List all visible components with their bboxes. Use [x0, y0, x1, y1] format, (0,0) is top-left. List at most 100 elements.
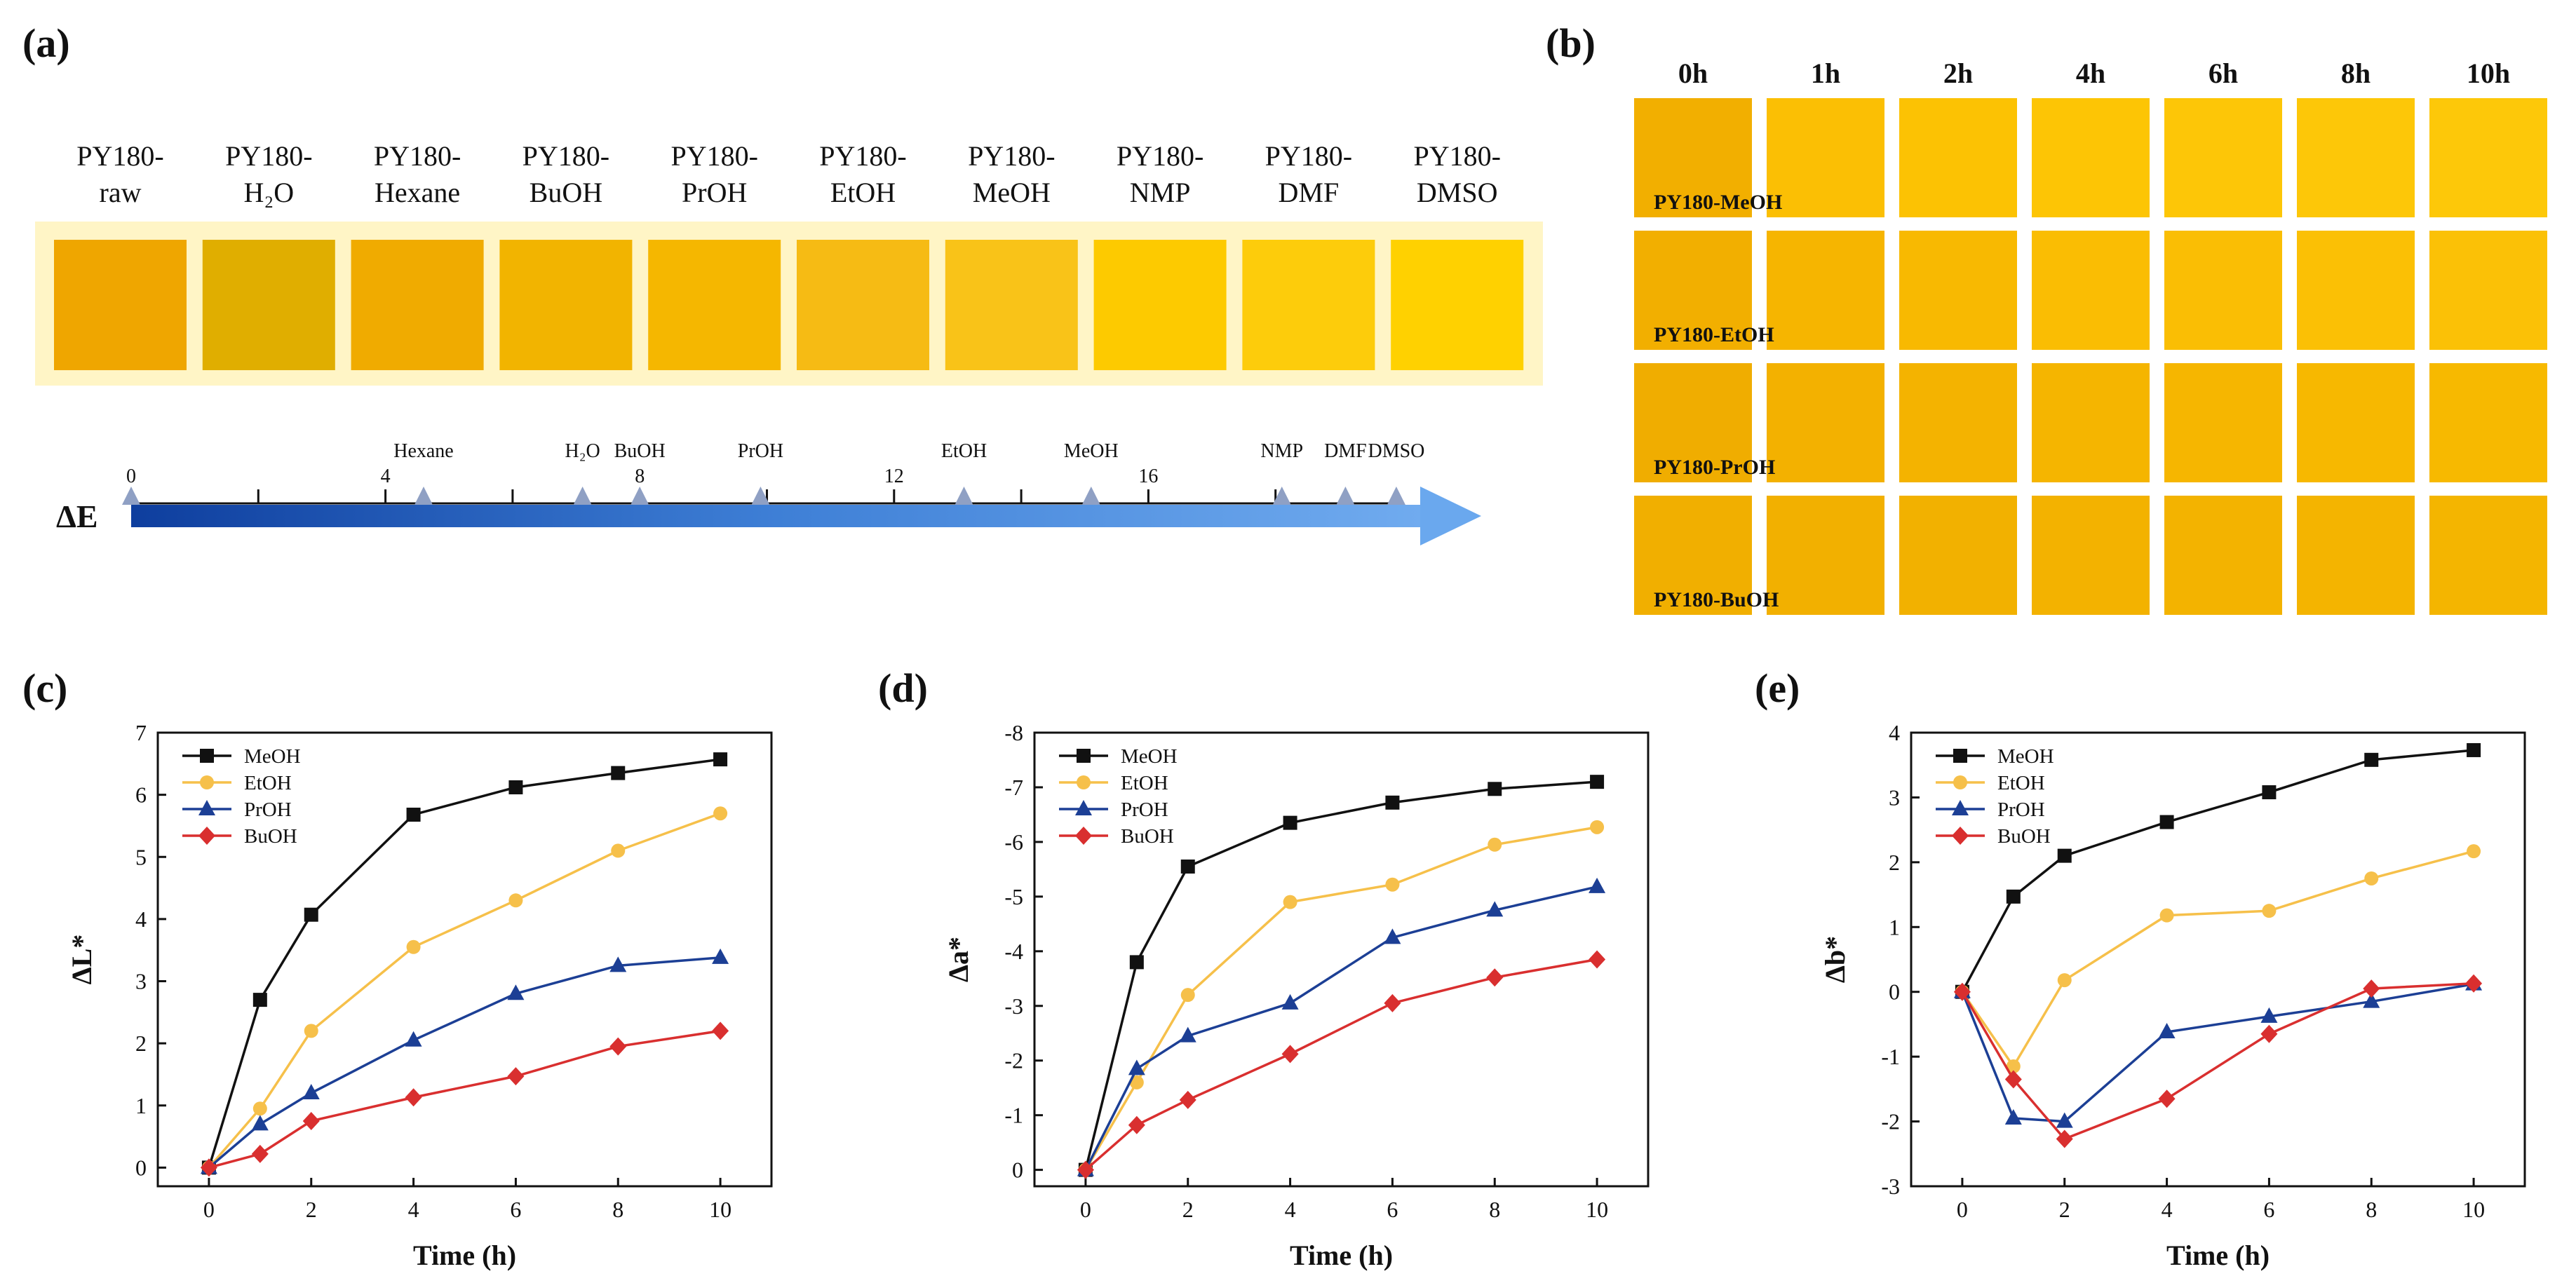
data-point — [1075, 827, 1092, 845]
data-point — [2260, 1024, 2278, 1043]
delta-e-marker-label: BuOH — [614, 440, 666, 462]
x-axis-label: Time (h) — [413, 1240, 516, 1271]
data-point — [2363, 992, 2380, 1008]
data-point — [609, 1037, 627, 1056]
data-point — [1589, 877, 1606, 893]
data-point — [2467, 844, 2481, 859]
data-point — [1281, 993, 1299, 1010]
data-point — [198, 827, 215, 845]
series-buoh — [200, 1021, 729, 1177]
sample-swatch — [1093, 240, 1227, 370]
data-point — [2465, 974, 2483, 993]
data-point — [2262, 904, 2277, 918]
sample-swatch — [351, 240, 484, 370]
data-point — [1486, 968, 1504, 987]
x-tick-label: 6 — [1387, 1197, 1398, 1222]
delta-e-tick-label: 4 — [381, 466, 391, 487]
delta-e-marker-label: MeOH — [1064, 440, 1119, 462]
sample-label-prefix: PY180- — [374, 140, 461, 172]
panel-a-figure: PY180- raw PY180- H₂O PY180- Hexane PY180- BuOH… — [35, 140, 1543, 545]
x-tick-label: 10 — [1586, 1197, 1608, 1222]
x-axis-label: Time (h) — [1290, 1240, 1393, 1271]
data-point — [1128, 1059, 1145, 1075]
legend-label: BuOH — [1121, 825, 1174, 848]
sample-label-prefix: PY180- — [1413, 140, 1500, 172]
data-point — [1077, 749, 1091, 763]
y-tick-label: 0 — [1012, 1158, 1023, 1183]
legend-label: EtOH — [244, 772, 292, 794]
sample-label-solvent: BuOH — [530, 177, 602, 208]
color-cell — [1899, 496, 2017, 615]
y-tick-label: -1 — [1004, 1103, 1023, 1128]
data-point — [611, 766, 626, 780]
panel-d-label: (d) — [878, 665, 928, 711]
data-point — [1129, 1075, 1144, 1089]
panel-b-label: (b) — [1546, 20, 1596, 66]
y-axis-label: Δb* — [1819, 936, 1851, 983]
series-line — [1961, 982, 2474, 1123]
y-tick-label: -2 — [1004, 1048, 1023, 1073]
data-point — [1590, 775, 1605, 789]
x-tick-label: 0 — [203, 1197, 215, 1222]
series-line — [1961, 850, 2474, 1069]
panel-b-figure: 0h 1h 2h 4h 6h 8h 10h PY180-MeOH PY180-EtOH PY180… — [1634, 57, 2547, 615]
data-point — [508, 893, 523, 908]
color-cell — [2297, 496, 2415, 615]
data-point — [1075, 800, 1092, 815]
data-point — [713, 752, 728, 767]
time-header: 4h — [2076, 57, 2105, 89]
legend-label: MeOH — [1121, 745, 1178, 768]
time-header: 1h — [1811, 57, 1840, 89]
x-axis-label: Time (h) — [2166, 1240, 2270, 1271]
data-point — [198, 800, 215, 815]
y-tick-label: 5 — [135, 844, 147, 869]
sample-label-solvent: NMP — [1130, 177, 1191, 208]
data-point — [302, 1111, 320, 1130]
x-tick-label: 8 — [2366, 1197, 2377, 1222]
data-point — [302, 1084, 320, 1100]
sample-label-prefix: PY180- — [1117, 140, 1203, 172]
delta-e-marker — [573, 487, 592, 505]
data-point — [2159, 815, 2174, 829]
color-cell — [1634, 231, 1752, 350]
color-cell — [1767, 98, 1884, 217]
y-tick-label: 3 — [135, 969, 147, 994]
data-point — [2262, 785, 2277, 800]
color-cell — [2297, 363, 2415, 482]
series-etoh — [201, 806, 728, 1175]
delta-e-tick-label: 8 — [635, 466, 645, 487]
data-point — [1077, 1160, 1094, 1179]
data-point — [2006, 889, 2021, 904]
y-tick-label: -3 — [1881, 1174, 1900, 1199]
y-tick-label: -4 — [1004, 939, 1023, 964]
data-point — [1953, 982, 1971, 1001]
plot-frame — [1033, 731, 1650, 1188]
color-cell — [1634, 496, 1752, 615]
series-proh — [1953, 975, 2483, 1128]
sample-label-prefix: PY180- — [968, 140, 1055, 172]
sample-swatch — [202, 240, 335, 370]
data-point — [252, 1101, 267, 1116]
panel-e-label: (e) — [1755, 665, 1800, 711]
delta-e-marker — [1387, 487, 1405, 505]
delta-e-arrow-bar — [131, 505, 1422, 527]
panel-a-label: (a) — [22, 20, 70, 66]
legend-label: EtOH — [1121, 772, 1168, 794]
y-tick-label: 4 — [135, 907, 147, 932]
legend-label: MeOH — [1997, 745, 2054, 768]
data-point — [2363, 979, 2380, 998]
delta-e-label: ΔE — [56, 498, 98, 534]
legend-label: EtOH — [1997, 772, 2045, 794]
delta-e-marker-label: EtOH — [941, 440, 987, 462]
color-cell — [2164, 363, 2282, 482]
data-point — [252, 993, 267, 1007]
data-point — [2260, 1007, 2278, 1023]
color-cell — [2164, 496, 2282, 615]
data-point — [1077, 775, 1091, 789]
data-point — [304, 1024, 318, 1038]
delta-e-marker — [630, 487, 649, 505]
data-point — [1179, 1090, 1196, 1109]
data-point — [2364, 752, 2379, 767]
data-point — [1385, 795, 1400, 810]
y-tick-label: 0 — [1889, 979, 1900, 1005]
